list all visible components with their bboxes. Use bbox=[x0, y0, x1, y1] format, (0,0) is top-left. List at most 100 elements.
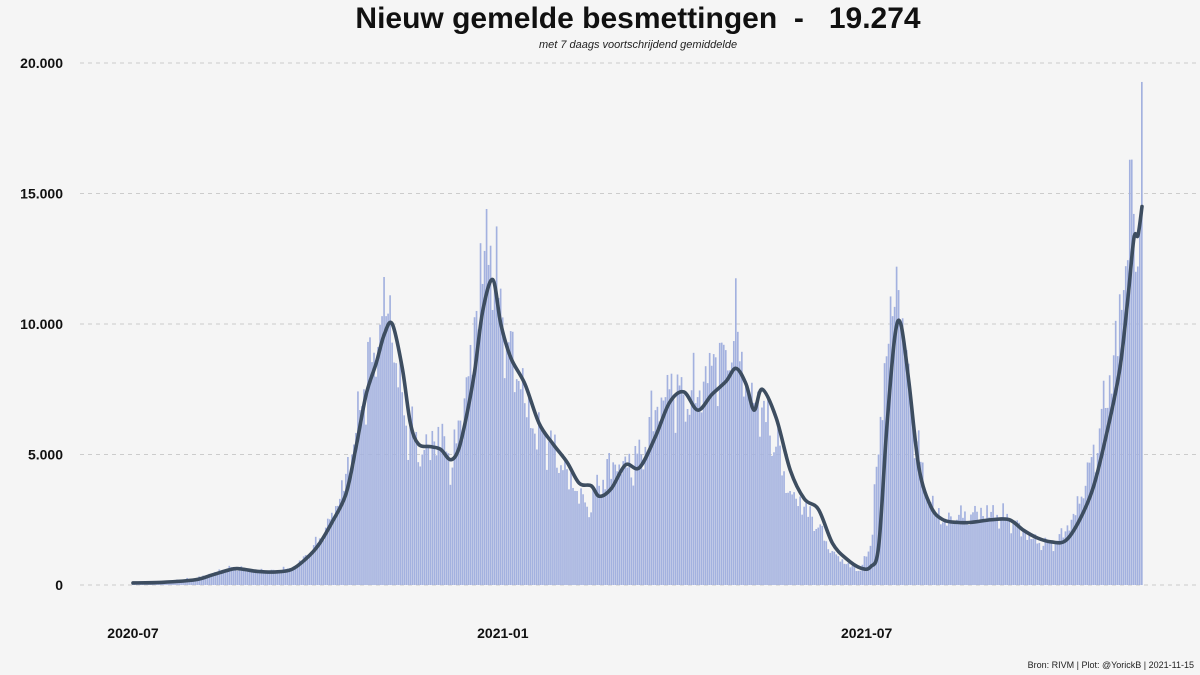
daily-bar bbox=[720, 342, 723, 585]
x-axis: 2020-07 2021-01 2021-07 bbox=[107, 625, 892, 641]
daily-bar bbox=[656, 406, 659, 585]
daily-bar bbox=[596, 474, 598, 585]
daily-bar bbox=[962, 517, 964, 585]
daily-bar bbox=[803, 506, 805, 585]
daily-bar bbox=[831, 551, 834, 585]
daily-bar bbox=[479, 243, 482, 585]
daily-bar bbox=[1100, 408, 1103, 585]
daily-bar bbox=[1054, 543, 1057, 585]
daily-bar bbox=[1056, 540, 1059, 585]
daily-bar bbox=[246, 569, 249, 585]
daily-bar bbox=[944, 518, 946, 585]
daily-bar bbox=[437, 426, 440, 585]
daily-bar bbox=[897, 290, 900, 585]
daily-bar bbox=[1072, 513, 1075, 585]
daily-bar bbox=[769, 435, 771, 585]
daily-bar bbox=[538, 412, 540, 585]
daily-bar bbox=[809, 506, 812, 585]
daily-bar bbox=[1068, 530, 1071, 585]
daily-bar bbox=[982, 516, 984, 585]
daily-bar bbox=[1034, 534, 1037, 585]
daily-bar bbox=[212, 573, 215, 585]
daily-bar bbox=[966, 522, 968, 585]
daily-bar bbox=[357, 391, 359, 585]
daily-bar bbox=[787, 492, 789, 585]
daily-bar bbox=[1046, 542, 1049, 585]
daily-bar bbox=[548, 441, 550, 585]
daily-bar bbox=[536, 449, 538, 585]
daily-bar bbox=[980, 507, 982, 585]
daily-bar bbox=[948, 512, 950, 585]
daily-bar bbox=[312, 545, 315, 585]
daily-bar bbox=[232, 568, 235, 585]
daily-bar bbox=[791, 494, 793, 585]
daily-bar bbox=[692, 352, 695, 585]
daily-bar bbox=[994, 517, 996, 585]
daily-bar bbox=[956, 519, 958, 585]
daily-bar bbox=[345, 473, 347, 585]
daily-bar bbox=[710, 365, 713, 585]
daily-bar bbox=[429, 460, 432, 585]
daily-bar bbox=[204, 575, 207, 585]
daily-bar bbox=[706, 383, 709, 585]
daily-bar bbox=[835, 554, 838, 585]
daily-bar bbox=[403, 415, 405, 585]
daily-bar bbox=[648, 417, 651, 585]
daily-bars bbox=[132, 81, 1143, 586]
daily-bar bbox=[753, 402, 755, 585]
daily-bar bbox=[576, 491, 578, 585]
daily-bar bbox=[196, 577, 198, 585]
daily-bar bbox=[1116, 356, 1119, 585]
daily-bar bbox=[258, 571, 261, 585]
daily-bar bbox=[749, 399, 751, 585]
daily-bar bbox=[286, 568, 289, 585]
chart-title: Nieuw gemelde besmettingen - 19.274 bbox=[355, 2, 921, 35]
daily-bar bbox=[942, 522, 944, 585]
daily-bar bbox=[306, 559, 309, 585]
daily-bar bbox=[795, 498, 797, 585]
daily-bar bbox=[732, 341, 735, 585]
daily-bar bbox=[519, 389, 522, 585]
daily-bar bbox=[1044, 537, 1047, 585]
daily-bar bbox=[347, 457, 349, 585]
daily-bar bbox=[642, 469, 645, 585]
daily-bar bbox=[435, 455, 438, 585]
daily-bar bbox=[668, 389, 671, 585]
daily-bar bbox=[578, 503, 580, 585]
daily-bar bbox=[921, 462, 924, 585]
daily-bar bbox=[935, 517, 938, 585]
daily-bar bbox=[457, 420, 460, 585]
daily-bar bbox=[745, 383, 747, 585]
daily-bar bbox=[531, 428, 534, 585]
daily-bar bbox=[282, 566, 285, 585]
daily-bar bbox=[861, 564, 864, 585]
daily-bar bbox=[688, 414, 691, 585]
daily-bar bbox=[859, 570, 862, 585]
daily-bar bbox=[501, 317, 504, 585]
daily-bar bbox=[379, 324, 381, 585]
daily-bar bbox=[1066, 525, 1069, 585]
daily-bar bbox=[644, 446, 647, 585]
daily-bar bbox=[310, 551, 313, 585]
daily-bar bbox=[895, 266, 898, 585]
daily-bar bbox=[885, 356, 888, 585]
daily-bar bbox=[423, 449, 426, 585]
daily-bar bbox=[958, 514, 960, 585]
daily-bar bbox=[445, 451, 448, 585]
daily-bar bbox=[574, 490, 576, 585]
daily-bar bbox=[417, 462, 420, 585]
daily-bar bbox=[811, 516, 814, 585]
daily-bar bbox=[931, 495, 934, 585]
daily-bar bbox=[650, 390, 653, 585]
daily-bar bbox=[952, 523, 954, 585]
daily-bar bbox=[509, 331, 512, 585]
daily-bar bbox=[507, 342, 510, 585]
daily-bar bbox=[716, 406, 719, 585]
daily-bar bbox=[330, 512, 333, 585]
daily-bar bbox=[825, 541, 828, 585]
daily-bar bbox=[628, 453, 631, 585]
daily-bar bbox=[1028, 535, 1031, 585]
y-tick-label: 0 bbox=[55, 577, 63, 593]
daily-bar bbox=[284, 569, 287, 585]
daily-bar bbox=[381, 316, 383, 585]
